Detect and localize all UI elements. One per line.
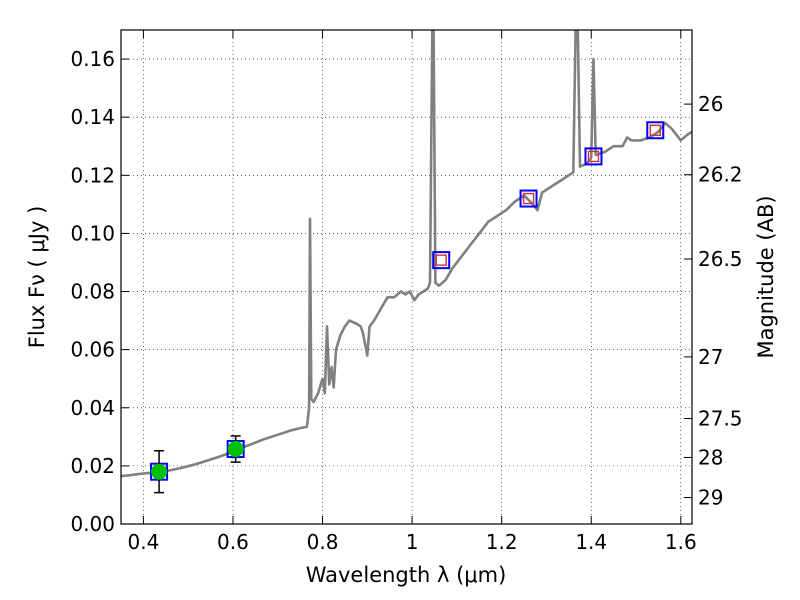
- y-tick-label: 0.10: [70, 221, 115, 245]
- y2-tick-label: 27.5: [698, 407, 743, 431]
- x-tick-label: 0.4: [127, 530, 159, 554]
- x-tick-label: 1: [406, 530, 419, 554]
- plot-frame: [120, 29, 693, 525]
- y-axis-label: Flux Fν ( μJy ): [25, 206, 49, 349]
- y2-axis-label: Magnitude (AB): [754, 195, 778, 358]
- grid: [121, 30, 692, 525]
- y-tick-label: 0.12: [70, 163, 115, 187]
- x-axis-label: Wavelength λ (μm): [306, 563, 507, 587]
- series-layer: [121, 30, 692, 494]
- model-flux-inner-marker: [587, 150, 600, 163]
- model-flux-marker: [432, 251, 451, 270]
- y2-tick-label: 26: [698, 92, 723, 116]
- model-flux-inner-marker: [522, 192, 535, 205]
- y2-tick-label: 28: [698, 445, 723, 469]
- y-tick-label: 0.00: [70, 512, 115, 536]
- y2-tick-label: 26.5: [698, 247, 743, 271]
- x-tick-label: 1.2: [486, 530, 518, 554]
- y2-tick-label: 29: [698, 486, 723, 510]
- observed-flux-point: [227, 441, 244, 458]
- x-tick-label: 0.6: [217, 530, 249, 554]
- y-tick-label: 0.06: [70, 338, 115, 362]
- y-tick-label: 0.04: [70, 396, 115, 420]
- model-flux-marker: [646, 121, 665, 140]
- model-flux-marker: [584, 147, 603, 166]
- observed-flux-point: [151, 463, 168, 480]
- x-tick-label: 1.4: [575, 530, 607, 554]
- x-tick-label: 0.8: [307, 530, 339, 554]
- ticks: 0.4 0.6 0.8 1 1.2 1.4 1.6 0.00 0.02 0.04 0.06 0.08 0…: [70, 30, 743, 554]
- model-flux-inner-marker: [435, 254, 447, 266]
- y2-tick-label: 26.2: [698, 163, 743, 187]
- model-flux-inner-marker: [649, 124, 661, 136]
- y-tick-label: 0.02: [70, 454, 115, 478]
- y-tick-label: 0.08: [70, 280, 115, 304]
- model-flux-marker: [519, 189, 538, 208]
- y-tick-label: 0.14: [70, 105, 115, 129]
- y-tick-label: 0.16: [70, 47, 115, 71]
- x-tick-label: 1.6: [665, 530, 697, 554]
- y2-tick-label: 27: [698, 345, 723, 369]
- spectrum-line: [121, 30, 692, 478]
